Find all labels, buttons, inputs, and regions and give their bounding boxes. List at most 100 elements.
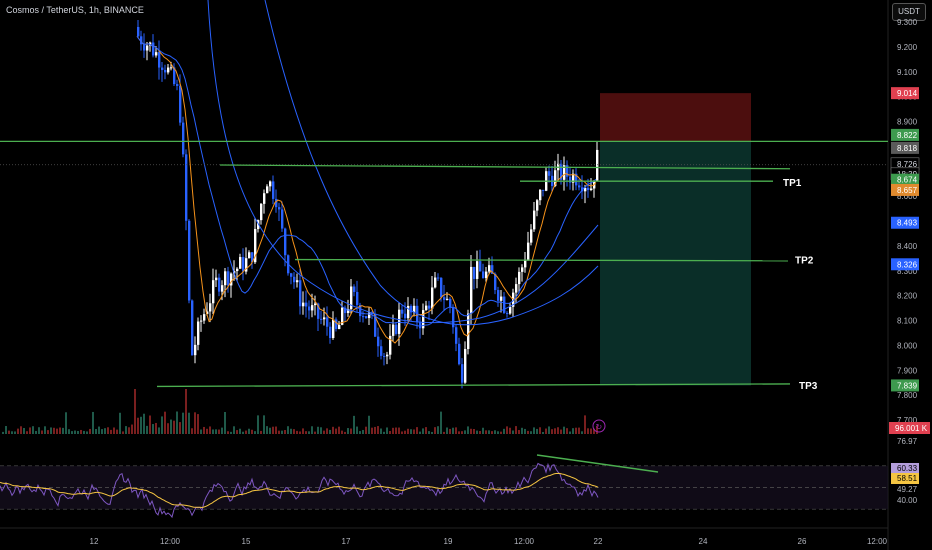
currency-button[interactable]: USDT bbox=[892, 3, 926, 21]
volume-bar bbox=[230, 431, 232, 434]
volume-bar bbox=[560, 429, 562, 434]
volume-bar bbox=[530, 431, 532, 434]
volume-bar bbox=[527, 430, 529, 434]
volume-bar bbox=[455, 427, 457, 434]
candle-body bbox=[320, 318, 323, 320]
volume-bar bbox=[380, 428, 382, 434]
price-badge-label: 8.818 bbox=[897, 144, 918, 153]
volume-bar bbox=[239, 428, 241, 434]
candle-body bbox=[407, 305, 410, 319]
candle-body bbox=[584, 187, 587, 192]
volume-bar bbox=[329, 429, 331, 434]
volume-bar bbox=[308, 431, 310, 434]
candle-body bbox=[317, 303, 320, 319]
candle-body bbox=[428, 305, 431, 309]
volume-bar bbox=[359, 431, 361, 434]
candle-body bbox=[260, 203, 263, 221]
volume-bar bbox=[353, 415, 355, 434]
price-badge bbox=[891, 258, 919, 271]
candle-body bbox=[158, 52, 161, 68]
volume-bar bbox=[269, 427, 271, 434]
price-badge bbox=[891, 87, 919, 100]
volume-bar bbox=[584, 415, 586, 434]
volume-bar bbox=[443, 431, 445, 434]
volume-bar bbox=[305, 431, 307, 434]
volume-bar bbox=[512, 430, 514, 434]
candle-body bbox=[212, 280, 215, 304]
candle-body bbox=[167, 67, 170, 73]
candle-body bbox=[464, 349, 467, 383]
candle-body bbox=[323, 317, 326, 320]
volume-bar bbox=[518, 430, 520, 434]
volume-bar bbox=[26, 431, 28, 434]
volume-bar bbox=[236, 430, 238, 434]
volume-bar bbox=[113, 427, 115, 434]
candle-body bbox=[560, 163, 563, 180]
candle-body bbox=[401, 309, 404, 314]
volume-bar bbox=[296, 430, 298, 434]
volume-bar bbox=[83, 430, 85, 434]
volume-bar bbox=[47, 430, 49, 434]
volume-bar bbox=[173, 420, 175, 434]
candle-body bbox=[497, 290, 500, 301]
candle-body bbox=[290, 273, 293, 277]
volume-bar bbox=[65, 412, 67, 434]
volume-bar bbox=[389, 430, 391, 434]
volume-bar bbox=[515, 426, 517, 434]
volume-bar bbox=[398, 427, 400, 434]
volume-bar bbox=[449, 428, 451, 434]
candle-body bbox=[440, 277, 443, 298]
volume-bar bbox=[68, 429, 70, 434]
volume-bar bbox=[533, 427, 535, 434]
volume-bar bbox=[242, 431, 244, 434]
volume-bar bbox=[158, 427, 160, 434]
volume-bar bbox=[476, 430, 478, 434]
candle-body bbox=[578, 185, 581, 188]
candle-body bbox=[182, 122, 185, 155]
volume-bar bbox=[317, 426, 319, 434]
candle-body bbox=[506, 312, 509, 314]
candles bbox=[137, 20, 599, 389]
y-tick-label: 8.900 bbox=[897, 118, 918, 127]
volume-bar bbox=[11, 431, 13, 434]
candle-body bbox=[548, 171, 551, 176]
x-tick-label: 24 bbox=[699, 537, 708, 546]
volume-bar bbox=[335, 428, 337, 434]
candle-body bbox=[488, 265, 491, 272]
candle-body bbox=[332, 319, 335, 338]
candle-body bbox=[536, 200, 539, 211]
volume-bar bbox=[221, 427, 223, 434]
candle-body bbox=[449, 298, 452, 308]
candle-body bbox=[299, 280, 302, 307]
ma-slowest-line bbox=[264, 0, 599, 326]
volume-bar bbox=[293, 429, 295, 434]
alert-icon bbox=[592, 419, 606, 433]
price-badge-label: 8.674 bbox=[897, 176, 918, 185]
candle-body bbox=[356, 291, 359, 305]
candle-body bbox=[284, 228, 287, 256]
candle-body bbox=[518, 271, 521, 285]
candle-body bbox=[143, 44, 146, 51]
candle-body bbox=[413, 305, 416, 313]
volume-bar bbox=[590, 428, 592, 434]
candle-body bbox=[566, 165, 569, 177]
y-tick-label: 8.000 bbox=[897, 341, 918, 350]
volume-bar bbox=[413, 429, 415, 434]
volume-bar bbox=[395, 427, 397, 434]
level-label-tp1: TP1 bbox=[783, 178, 802, 189]
candle-body bbox=[389, 335, 392, 355]
volume-bar bbox=[278, 430, 280, 434]
candle-body bbox=[176, 84, 179, 86]
volume-bar bbox=[473, 428, 475, 434]
candle-body bbox=[347, 309, 350, 314]
candle-body bbox=[245, 258, 248, 272]
candle-body bbox=[140, 36, 143, 45]
candle-body bbox=[446, 298, 449, 300]
volume-bar bbox=[323, 430, 325, 434]
volume-bar bbox=[314, 431, 316, 434]
y-tick-label: 9.300 bbox=[897, 18, 918, 27]
candle-body bbox=[350, 286, 353, 310]
volume-bar bbox=[356, 426, 358, 434]
tp3-line bbox=[156, 383, 791, 388]
